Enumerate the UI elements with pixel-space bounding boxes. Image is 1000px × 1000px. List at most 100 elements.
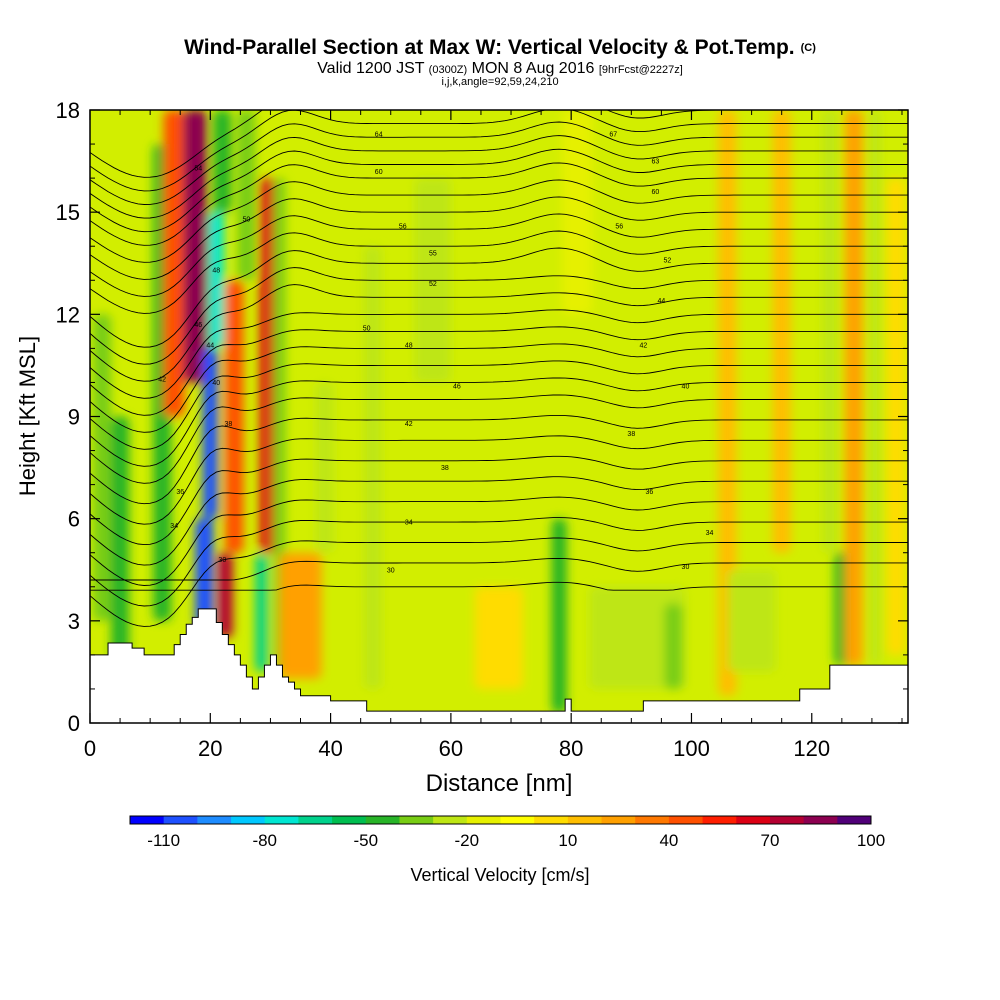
theta-contour-line [90,309,908,399]
velocity-band [225,280,244,553]
velocity-band [727,569,776,672]
velocity-band [259,178,275,553]
contour-label: 52 [429,281,437,288]
velocity-band [551,518,567,713]
velocity-band [237,110,256,281]
theta-contour-line [90,455,908,546]
theta-contour-line [90,196,908,280]
x-axis-label: Distance [nm] [426,770,573,797]
contour-label: 44 [206,342,214,349]
colorbar-swatch [264,816,299,824]
contour-label: 54 [194,165,202,172]
theta-contour-line [90,496,908,586]
theta-contour-line [90,343,908,433]
velocity-band [217,552,233,638]
theta-contour-line [90,435,908,525]
colorbar-swatch [130,816,165,824]
colorbar-swatch [433,816,468,824]
contour-label: 50 [242,216,250,223]
velocity-band [255,552,268,672]
theta-contour-line [90,557,908,581]
contour-label: 40 [212,380,220,387]
contour-label: 50 [363,325,371,332]
subtitle-fcst: [9hrFcst@2227z] [598,64,683,76]
colorbar-swatch [399,816,434,824]
x-tick-label: 100 [673,736,710,761]
colorbar-swatch [466,816,501,824]
colorbar-swatch [365,816,400,824]
theta-contour-line [90,284,908,382]
subtitle-utc: (0300Z) [428,64,468,76]
chart-subtitle: Valid 1200 JST (0300Z) MON 8 Aug 2016 [9… [0,60,1000,79]
colorbar-swatch [298,816,333,824]
theta-contour-line [90,360,908,450]
theta-contour-line [90,326,908,416]
colorbar-swatch [197,816,232,824]
theta-contour-line [90,377,908,467]
colorbar-swatch [769,816,805,824]
theta-contour-line [90,476,908,566]
colorbar-swatch [803,816,838,824]
contour-label: 64 [375,131,383,138]
velocity-band [273,178,286,672]
contour-label: 34 [170,523,178,530]
contour-label: 56 [615,223,623,230]
contour-label: 42 [405,421,413,428]
velocity-band [111,416,130,662]
velocity-band [844,110,863,666]
terrain [89,608,909,724]
colorbar-swatch [332,816,367,824]
x-tick-label: 20 [198,736,222,761]
y-tick-label: 9 [68,405,80,430]
x-tick-label: 60 [439,736,463,761]
colorbar-swatch [231,816,266,824]
velocity-band [664,603,683,689]
theta-contour-line [90,213,908,297]
x-tick-label: 120 [793,736,830,761]
contour-label: 36 [645,489,653,496]
theta-contours [90,110,908,627]
theta-contour-line [90,110,908,192]
colorbar-label: Vertical Velocity [cm/s] [410,865,589,885]
theta-contour-line [90,394,908,484]
colorbar: -110 -80 -50 -20 10 40 70 100 [129,815,885,850]
theta-contour-line [90,230,908,314]
velocity-band [183,110,208,383]
colorbar-swatch [601,816,636,824]
contour-label: 38 [224,421,232,428]
velocity-band [562,110,593,315]
contour-label: 30 [218,557,226,564]
theta-contour-line [90,414,908,505]
contour-label: 46 [453,383,461,390]
velocity-band [163,110,185,417]
contour-label: 42 [639,342,647,349]
contour-label: 44 [657,298,665,305]
theta-contour-line [90,581,908,591]
subtitle-date: MON 8 Aug 2016 [471,60,595,77]
chart-title-mark: (C) [800,42,816,54]
colorbar-tick-label: 100 [857,831,885,850]
velocity-band [279,552,322,679]
colorbar-swatch [702,816,737,824]
contour-label: 38 [627,431,635,438]
colorbar-tick-label: -110 [147,831,180,850]
y-tick-label: 12 [56,302,80,327]
theta-contour-line [90,110,908,178]
contour-label: 42 [158,377,166,384]
colorbar-frame [129,815,872,825]
velocity-band [868,110,881,666]
colorbar-tick-label: -50 [353,831,378,850]
theta-contour-line [90,267,908,365]
contour-label: 46 [194,322,202,329]
x-tick-label: 40 [318,736,342,761]
colorbar-tick-label: 70 [760,831,779,850]
y-axis-label: Height [Kft MSL] [15,336,40,496]
colorbar-tick-label: 10 [558,831,577,850]
colorbar-tick-label: -20 [455,831,480,850]
colorbar-swatch [500,816,535,824]
contour-label: 48 [212,268,220,275]
chart-title: Wind-Parallel Section at Max W: Vertical… [0,36,1000,60]
velocity-band [718,110,737,696]
contour-label: 48 [405,342,413,349]
